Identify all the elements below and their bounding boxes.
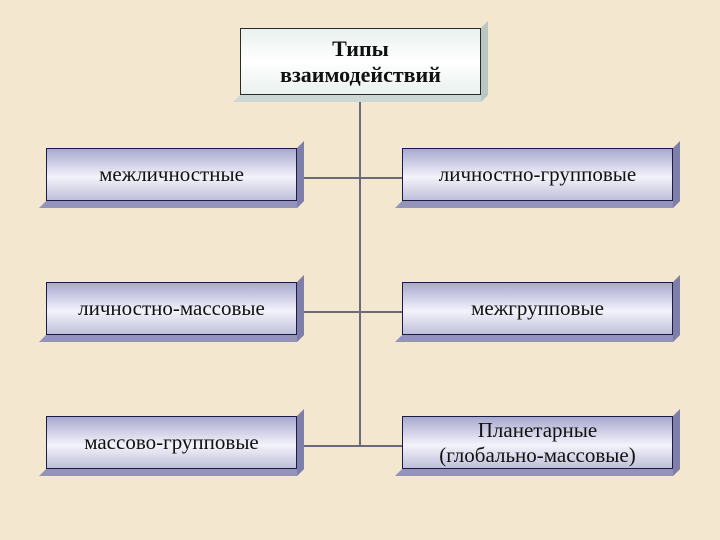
child-face: межличностные xyxy=(46,148,297,201)
connector-h-2 xyxy=(304,445,402,447)
connector-h-1 xyxy=(304,311,402,313)
connector-trunk xyxy=(359,102,361,446)
child-depth-bottom xyxy=(395,201,680,208)
child-depth-bottom xyxy=(39,335,304,342)
root-label: Типывзаимодействий xyxy=(280,36,441,87)
child-depth-right xyxy=(673,409,680,476)
child-node-intergroup: межгрупповые xyxy=(402,282,680,342)
diagram-canvas: Типывзаимодействий межличностные личностн… xyxy=(0,0,720,540)
child-label: личностно-групповые xyxy=(439,162,636,186)
child-label: межгрупповые xyxy=(471,296,604,320)
child-depth-right xyxy=(297,141,304,208)
child-depth-bottom xyxy=(395,335,680,342)
child-depth-right xyxy=(673,275,680,342)
root-depth-right xyxy=(481,21,488,102)
child-face: Планетарные(глобально-массовые) xyxy=(402,416,673,469)
child-depth-bottom xyxy=(395,469,680,476)
child-label: личностно-массовые xyxy=(78,296,265,320)
child-node-personal-group: личностно-групповые xyxy=(402,148,680,208)
child-depth-bottom xyxy=(39,469,304,476)
child-label: Планетарные(глобально-массовые) xyxy=(439,418,635,466)
child-label: межличностные xyxy=(99,162,244,186)
child-face: межгрупповые xyxy=(402,282,673,335)
child-face: личностно-групповые xyxy=(402,148,673,201)
child-depth-right xyxy=(297,409,304,476)
child-node-personal-mass: личностно-массовые xyxy=(46,282,304,342)
root-face: Типывзаимодействий xyxy=(240,28,481,95)
child-depth-bottom xyxy=(39,201,304,208)
child-face: массово-групповые xyxy=(46,416,297,469)
root-depth-bottom xyxy=(233,95,488,102)
child-depth-right xyxy=(297,275,304,342)
child-depth-right xyxy=(673,141,680,208)
root-node: Типывзаимодействий xyxy=(240,28,488,102)
child-node-mass-group: массово-групповые xyxy=(46,416,304,476)
child-face: личностно-массовые xyxy=(46,282,297,335)
child-label: массово-групповые xyxy=(84,430,259,454)
child-node-planetary: Планетарные(глобально-массовые) xyxy=(402,416,680,476)
child-node-interpersonal: межличностные xyxy=(46,148,304,208)
connector-h-0 xyxy=(304,177,402,179)
